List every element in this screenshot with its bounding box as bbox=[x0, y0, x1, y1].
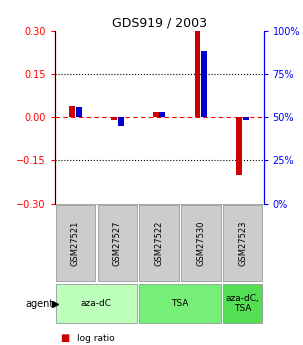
Text: log ratio: log ratio bbox=[77, 334, 115, 343]
Bar bbox=[243, 117, 249, 120]
Bar bbox=[98, 205, 137, 281]
Bar bbox=[76, 107, 82, 117]
Text: GSM27527: GSM27527 bbox=[113, 220, 122, 266]
Bar bbox=[153, 111, 159, 117]
Text: agent: agent bbox=[25, 299, 54, 308]
Bar bbox=[223, 205, 262, 281]
Text: aza-dC,
TSA: aza-dC, TSA bbox=[226, 294, 260, 313]
Bar bbox=[201, 51, 207, 117]
Bar bbox=[159, 111, 165, 117]
Bar bbox=[111, 117, 117, 120]
Bar bbox=[223, 284, 262, 324]
Text: TSA: TSA bbox=[171, 299, 189, 308]
Text: aza-dC: aza-dC bbox=[81, 299, 112, 308]
Bar bbox=[69, 106, 75, 117]
Title: GDS919 / 2003: GDS919 / 2003 bbox=[112, 17, 207, 30]
Bar bbox=[56, 284, 137, 324]
Bar bbox=[118, 117, 124, 126]
Text: GSM27521: GSM27521 bbox=[71, 220, 80, 266]
Bar bbox=[236, 117, 242, 175]
Bar bbox=[139, 284, 221, 324]
Text: GSM27523: GSM27523 bbox=[238, 220, 247, 266]
Text: GSM27522: GSM27522 bbox=[155, 220, 164, 266]
Bar bbox=[56, 205, 95, 281]
Bar bbox=[195, 31, 201, 117]
Text: GSM27530: GSM27530 bbox=[196, 220, 205, 266]
Text: ■: ■ bbox=[61, 333, 73, 343]
Bar bbox=[181, 205, 221, 281]
Bar bbox=[139, 205, 179, 281]
